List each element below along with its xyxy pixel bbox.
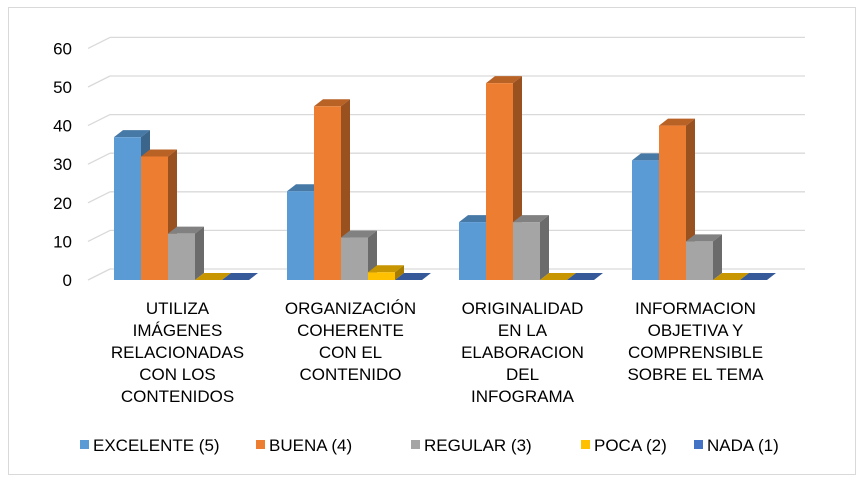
bar-top — [567, 273, 603, 280]
bar-side — [395, 265, 404, 280]
bar-top — [659, 118, 695, 126]
legend-swatch — [581, 440, 590, 449]
y-tick-label: 30 — [53, 155, 72, 174]
bar — [659, 125, 686, 280]
bar — [287, 191, 314, 280]
x-category-label: SOBRE EL TEMA — [627, 365, 764, 384]
x-category-label: ELABORACION — [461, 343, 584, 362]
legend-swatch — [411, 440, 420, 449]
bar-top — [540, 273, 576, 280]
gridline-side — [87, 229, 111, 242]
bar — [513, 222, 540, 280]
x-category-label: COHERENTE — [297, 321, 404, 340]
bar — [686, 241, 713, 280]
x-category-label: CONTENIDO — [300, 365, 402, 384]
bar-top — [713, 273, 749, 280]
bar — [314, 106, 341, 280]
y-tick-label: 40 — [53, 117, 72, 136]
x-category-label: CON EL — [319, 343, 382, 362]
bar — [368, 272, 395, 280]
bar-top — [486, 76, 522, 84]
bar-top — [195, 273, 231, 280]
legend-label: NADA (1) — [707, 436, 779, 455]
bar — [168, 233, 195, 280]
x-category-label: RELACIONADAS — [111, 343, 244, 362]
bar-top — [740, 273, 776, 280]
bar — [141, 156, 168, 280]
bar — [341, 237, 368, 280]
y-tick-label: 0 — [63, 271, 72, 290]
legend-label: POCA (2) — [594, 436, 667, 455]
x-category-label: EN LA — [498, 321, 548, 340]
x-category-label: IMÁGENES — [133, 321, 223, 340]
bar — [114, 137, 141, 280]
gridline-side — [87, 268, 111, 281]
gridline-side — [87, 114, 111, 127]
bar — [632, 160, 659, 280]
bar-top — [368, 265, 404, 273]
bar-top — [222, 273, 258, 280]
gridline-side — [87, 191, 111, 204]
legend-swatch — [256, 440, 265, 449]
bar-side — [713, 234, 722, 280]
chart-border — [8, 7, 856, 475]
x-category-label: INFOGRAMA — [471, 387, 575, 406]
bar-top — [314, 99, 350, 107]
x-category-label: CONTENIDOS — [121, 387, 234, 406]
y-tick-label: 60 — [53, 39, 72, 58]
gridline-side — [87, 75, 111, 88]
x-category-label: COMPRENSIBLE — [628, 343, 763, 362]
bar-top — [114, 130, 150, 138]
y-tick-label: 10 — [53, 232, 72, 251]
x-category-label: UTILIZA — [146, 299, 210, 318]
x-category-label: ORIGINALIDAD — [462, 299, 584, 318]
x-category-label: OBJETIVA Y — [648, 321, 744, 340]
bar-top — [513, 215, 549, 223]
legend-label: EXCELENTE (5) — [93, 436, 220, 455]
y-tick-label: 50 — [53, 78, 72, 97]
y-tick-label: 20 — [53, 194, 72, 213]
legend-swatch — [80, 440, 89, 449]
bar-top — [141, 149, 177, 157]
bar-top — [168, 226, 204, 234]
bar-top — [341, 230, 377, 238]
bar-top — [395, 273, 431, 280]
gridline-side — [87, 152, 111, 165]
bar — [459, 222, 486, 280]
x-category-label: ORGANIZACIÓN — [285, 299, 416, 318]
legend-swatch — [694, 440, 703, 449]
bar-top — [686, 234, 722, 242]
legend-label: REGULAR (3) — [424, 436, 532, 455]
gridline-side — [87, 36, 111, 49]
bar — [486, 83, 513, 280]
x-category-label: DEL — [506, 365, 539, 384]
x-category-label: INFORMACION — [635, 299, 756, 318]
x-category-label: CON LOS — [139, 365, 216, 384]
legend-label: BUENA (4) — [269, 436, 352, 455]
bar-side — [195, 226, 204, 280]
bar-side — [540, 215, 549, 280]
